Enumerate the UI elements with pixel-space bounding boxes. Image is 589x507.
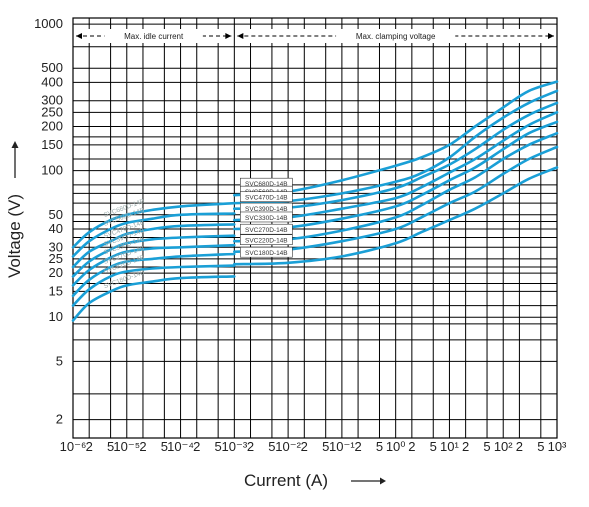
y-tick-label: 40 — [49, 221, 63, 236]
series-line-idle — [71, 201, 236, 249]
x-tick-label: 5 — [483, 439, 490, 454]
y-tick-label: 30 — [49, 239, 63, 254]
y-tick-label: 25 — [49, 251, 63, 266]
region-arrowhead-left — [237, 33, 244, 39]
y-tick-label: 100 — [41, 163, 63, 178]
x-tick-label: 10⁰ — [386, 439, 406, 454]
x-tick-label: 5 — [537, 439, 544, 454]
series-line-idle — [71, 243, 236, 287]
x-tick-label: 5 — [215, 439, 222, 454]
series-line-clamp — [233, 145, 559, 253]
x-tick-label: 5 — [161, 439, 168, 454]
y-tick-label: 20 — [49, 265, 63, 280]
grid — [72, 17, 558, 439]
x-tick-label: 10⁻⁶ — [60, 439, 87, 454]
series-line-idle — [71, 212, 236, 258]
y-tick-label: 15 — [49, 283, 63, 298]
x-tick-label: 10⁻³ — [222, 439, 248, 454]
x-tick-label: 5 — [376, 439, 383, 454]
y-tick-label: 200 — [41, 119, 63, 134]
x-tick-labels: 10⁻⁶ 2 5 10⁻⁵ 2 5 10⁻⁴ 2 5 10⁻³ 2 5 10⁻² 2 5 10⁻¹ 2 5 10⁰ 2… — [60, 439, 567, 454]
x-tick-label: 10⁻¹ — [329, 439, 355, 454]
series-line-idle — [71, 275, 236, 322]
plot-frame — [72, 17, 558, 439]
x-tick-label: 2 — [301, 439, 308, 454]
y-tick-label: 1000 — [34, 16, 63, 31]
series-line-clamp — [233, 111, 559, 222]
y-tick-label: 10 — [49, 309, 63, 324]
y-tick-label: 150 — [41, 137, 63, 152]
axis-titles: Current (A) Voltage (V) — [5, 141, 386, 490]
series-line-idle — [71, 223, 236, 269]
x-tick-label: 2 — [247, 439, 254, 454]
series-label: SVC180D-14B — [245, 250, 288, 257]
series-label-box — [240, 223, 293, 235]
x-axis-arrowhead — [380, 477, 386, 485]
y-tick-label: 5 — [56, 353, 63, 368]
x-tick-label: 2 — [408, 439, 415, 454]
series-line-clamp — [233, 89, 559, 205]
series-label-box — [240, 191, 293, 203]
x-tick-label: 2 — [139, 439, 146, 454]
x-tick-label: 5 — [430, 439, 437, 454]
series-label-box — [240, 234, 293, 245]
region-label-bg — [104, 30, 203, 42]
y-tick-label: 250 — [41, 104, 63, 119]
x-tick-label: 2 — [354, 439, 361, 454]
series-line-idle — [71, 264, 236, 307]
y-axis-arrowhead — [11, 141, 19, 148]
region-annotations: Max. idle current Max. clamping voltage — [76, 29, 555, 43]
region-arrowhead-left — [76, 33, 82, 39]
region-arrowhead-right — [548, 33, 554, 39]
y-tick-label: 400 — [41, 74, 63, 89]
series-lines — [71, 80, 559, 322]
x-tick-label: 10³ — [548, 439, 567, 454]
series-line-idle — [71, 234, 236, 278]
x-tick-label: 2 — [86, 439, 93, 454]
y-tick-label: 50 — [49, 207, 63, 222]
series-line-clamp — [233, 131, 559, 243]
series-label: SVC680D-14B — [245, 181, 288, 188]
x-tick-label: 5 — [268, 439, 275, 454]
series-label: SVC470D-14B — [245, 195, 288, 202]
y-tick-label: 500 — [41, 60, 63, 75]
x-tick-label: 2 — [462, 439, 469, 454]
x-tick-label: 10² — [494, 439, 513, 454]
x-tick-label: 10⁻⁴ — [167, 439, 194, 454]
series-line-clamp — [233, 101, 559, 210]
x-tick-label: 10⁻⁵ — [113, 439, 140, 454]
y-tick-label: 2 — [56, 412, 63, 427]
series-label: SVC330D-14B — [245, 215, 288, 222]
series-label: SVC220D-14B — [245, 238, 288, 245]
x-tick-label: 2 — [516, 439, 523, 454]
y-tick-label: 300 — [41, 93, 63, 108]
series-labels: SVC680D-14BSVC680D-14BSVC560D-14BSVC560D… — [103, 177, 293, 290]
series-label-box — [240, 246, 293, 258]
region-label: Max. clamping voltage — [356, 32, 436, 41]
x-tick-label: 5 — [107, 439, 114, 454]
region-arrowhead-right — [225, 33, 232, 39]
series-line-idle — [71, 252, 236, 298]
series-line-clamp — [233, 120, 559, 231]
y-axis-label: Voltage (V) — [5, 194, 24, 278]
series-line-clamp — [233, 166, 559, 266]
series-label: SVC270D-14B — [245, 227, 288, 234]
series-line-clamp — [233, 80, 559, 197]
x-axis-label: Current (A) — [244, 471, 328, 490]
series-label: SVC390D-14B — [245, 206, 288, 213]
x-tick-label: 2 — [193, 439, 200, 454]
x-tick-label: 10⁻² — [275, 439, 301, 454]
x-tick-label: 10¹ — [440, 439, 459, 454]
region-label: Max. idle current — [124, 32, 184, 41]
region-label-bg — [336, 30, 456, 42]
series-label-box — [240, 211, 293, 223]
x-tick-label: 5 — [322, 439, 329, 454]
